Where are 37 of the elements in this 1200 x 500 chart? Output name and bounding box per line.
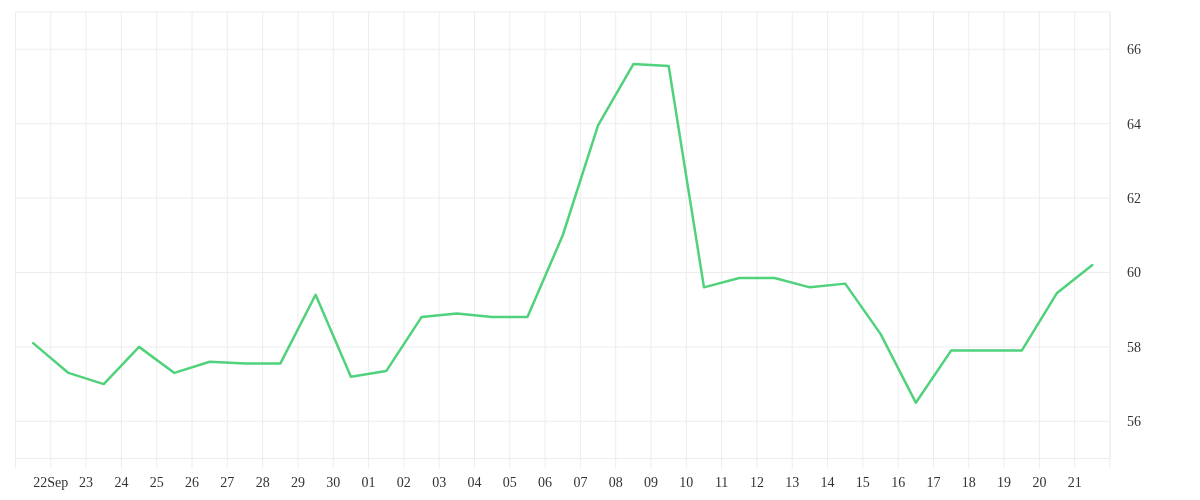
- x-tick-label: 21: [1067, 475, 1082, 491]
- x-tick-label: 07: [573, 475, 588, 491]
- x-tick-label: 09: [644, 475, 659, 491]
- x-tick-label: 28: [255, 475, 270, 491]
- x-tick-label: 04: [467, 475, 482, 491]
- x-tick-label: 24: [114, 475, 129, 491]
- x-tick-label: 14: [820, 475, 835, 491]
- x-tick-label: 01: [361, 475, 376, 491]
- x-tick-label: 17: [926, 475, 941, 491]
- y-tick-label: 60: [1127, 265, 1141, 281]
- x-tick-label: 03: [432, 475, 447, 491]
- x-tick-label: 29: [290, 475, 305, 491]
- x-tick-label: 30: [326, 475, 341, 491]
- x-tick-label: 10: [679, 475, 694, 491]
- x-tick-label: 05: [502, 475, 517, 491]
- x-tick-label: 15: [855, 475, 870, 491]
- x-tick-label: 08: [608, 475, 623, 491]
- x-tick-label: 22Sep: [33, 475, 69, 491]
- y-tick-label: 56: [1127, 414, 1141, 430]
- x-tick-label: 06: [538, 475, 553, 491]
- line-series: [31, 62, 1094, 404]
- y-tick-label: 58: [1127, 339, 1141, 355]
- x-tick-label: 02: [396, 475, 411, 491]
- x-tick-label: 11: [714, 475, 729, 491]
- x-tick-label: 27: [220, 475, 235, 491]
- x-tick-label: 12: [749, 475, 764, 491]
- x-tick-label: 20: [1032, 475, 1047, 491]
- x-tick-label: 23: [79, 475, 94, 491]
- x-tick-label: 18: [961, 475, 976, 491]
- x-tick-label: 13: [785, 475, 800, 491]
- x-tick-label: 16: [891, 475, 906, 491]
- y-tick-label: 64: [1127, 116, 1141, 132]
- y-tick-label: 66: [1127, 42, 1141, 58]
- x-tick-label: 26: [185, 475, 200, 491]
- x-tick-label: 19: [997, 475, 1012, 491]
- y-tick-label: 62: [1127, 191, 1141, 207]
- x-tick-label: 25: [149, 475, 164, 491]
